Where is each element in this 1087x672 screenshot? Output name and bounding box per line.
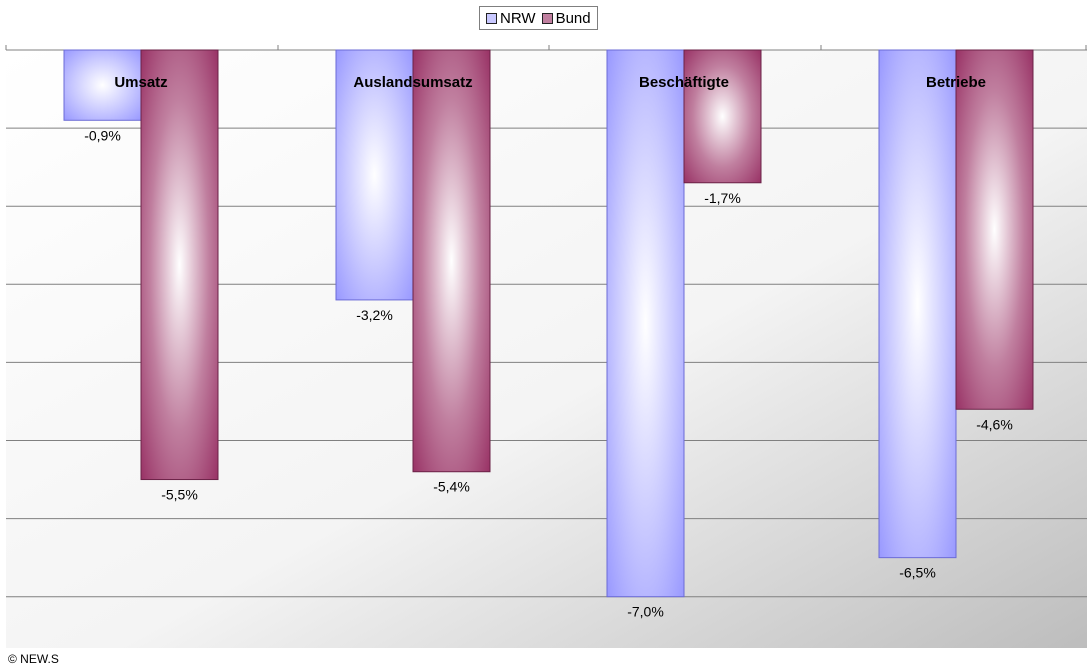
category-label: Umsatz bbox=[114, 74, 167, 91]
legend-swatch-nrw bbox=[486, 12, 497, 24]
bar-nrw bbox=[606, 49, 685, 598]
legend-label-bund: Bund bbox=[555, 9, 591, 27]
data-label-bund: -5,4% bbox=[433, 479, 470, 495]
data-label-nrw: -6,5% bbox=[899, 565, 936, 581]
bar-bund bbox=[412, 49, 491, 473]
data-label-nrw: -7,0% bbox=[627, 604, 664, 620]
bar-nrw bbox=[63, 49, 142, 121]
bar-bund bbox=[955, 49, 1034, 410]
legend-item-bund: Bund bbox=[541, 9, 591, 27]
bar-bund bbox=[140, 49, 219, 481]
category-label: Auslandsumsatz bbox=[353, 74, 472, 91]
data-label-bund: -4,6% bbox=[976, 416, 1013, 432]
data-label-bund: -1,7% bbox=[704, 190, 741, 206]
legend-swatch-bund bbox=[541, 12, 553, 24]
category-label: Beschäftigte bbox=[639, 74, 729, 91]
bar-bund bbox=[683, 49, 762, 184]
bars bbox=[63, 49, 1034, 598]
labels: -0,9% -5,5% Umsatz -3,2% -5,4% Auslandsumsatz… bbox=[84, 74, 1013, 620]
data-label-nrw: -3,2% bbox=[356, 307, 393, 323]
bar-nrw bbox=[878, 49, 957, 559]
category-label: Betriebe bbox=[926, 74, 986, 91]
credit-text: © NEW.S bbox=[8, 652, 59, 666]
data-label-nrw: -0,9% bbox=[84, 127, 121, 143]
legend-item-nrw: NRW bbox=[486, 10, 536, 27]
bar-nrw bbox=[335, 49, 414, 301]
legend-label-nrw: NRW bbox=[500, 9, 536, 27]
legend: NRW Bund bbox=[479, 6, 598, 30]
data-label-bund: -5,5% bbox=[161, 487, 198, 503]
